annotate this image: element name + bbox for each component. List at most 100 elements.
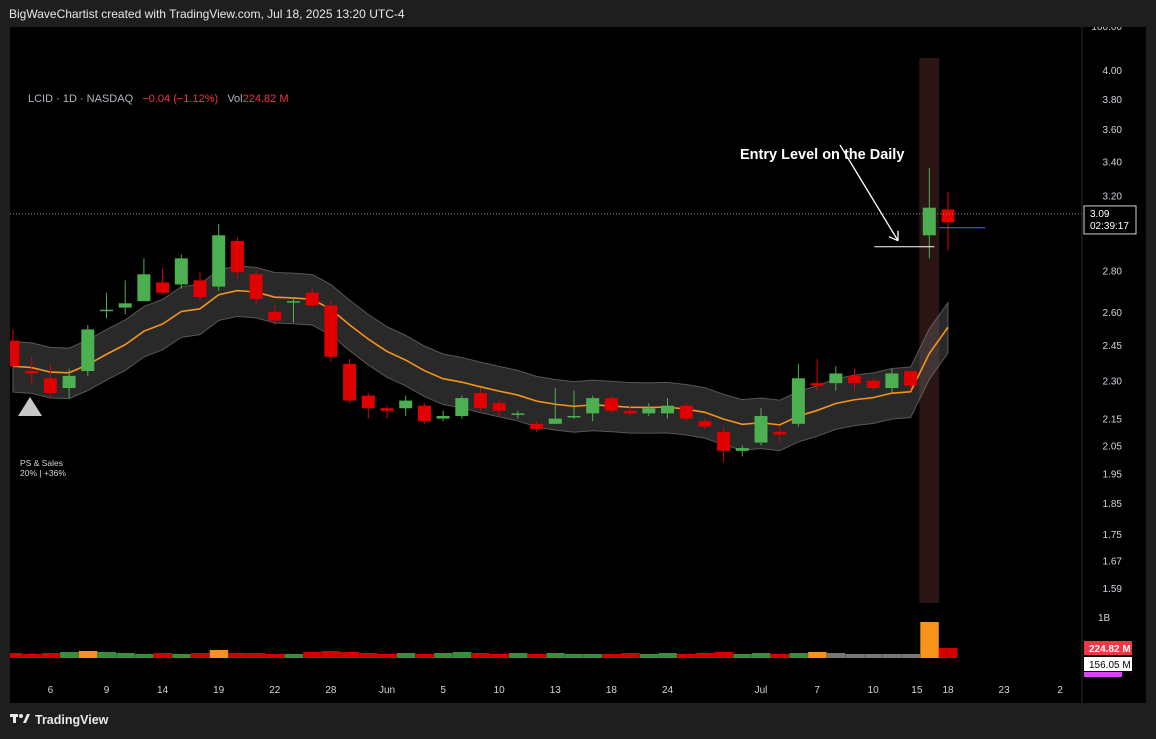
volume-bar bbox=[434, 653, 453, 658]
volume-last-value: 224.82 M bbox=[1089, 644, 1131, 655]
candle bbox=[735, 448, 749, 451]
candle bbox=[773, 431, 787, 435]
chart-frame: 100.00 4.00 3.80 3.60 3.40 3.20 2.80 2.60 2.45 2.… bbox=[10, 27, 1146, 703]
price-tick-label: 1.67 bbox=[1103, 556, 1123, 567]
candle bbox=[511, 413, 525, 415]
candle bbox=[586, 398, 600, 414]
candle bbox=[474, 393, 487, 409]
date-tick-label: 15 bbox=[911, 685, 923, 696]
candle bbox=[530, 423, 544, 430]
candle bbox=[885, 373, 899, 389]
candle bbox=[174, 258, 188, 285]
candle bbox=[137, 274, 151, 302]
candle bbox=[661, 405, 674, 414]
volume-bar bbox=[826, 653, 846, 658]
price-tick-label: 2.80 bbox=[1103, 266, 1123, 277]
ma-band bbox=[12, 265, 949, 452]
volume-bar bbox=[658, 653, 677, 658]
candle bbox=[455, 398, 469, 416]
annotation-arrow-head bbox=[888, 230, 899, 242]
symbol-info[interactable]: LCID · 1D · NASDAQ bbox=[28, 93, 134, 105]
candle bbox=[399, 400, 413, 409]
volume-bar bbox=[864, 654, 883, 658]
symbol-legend[interactable]: LCID · 1D · NASDAQ −0.04 (−1.12%) Vol224… bbox=[28, 93, 289, 105]
volume-last-tag bbox=[1084, 641, 1132, 655]
candle bbox=[268, 311, 282, 321]
date-tick-label: Jul bbox=[755, 685, 768, 696]
candlestick-chart[interactable]: 100.00 4.00 3.80 3.60 3.40 3.20 2.80 2.60 2.45 2.… bbox=[10, 27, 1146, 703]
candle bbox=[417, 405, 431, 422]
volume-bar bbox=[770, 654, 790, 658]
candle bbox=[10, 340, 20, 367]
candle bbox=[380, 408, 394, 411]
volume-bar bbox=[153, 653, 173, 658]
candle bbox=[548, 418, 562, 424]
volume-bar bbox=[621, 653, 640, 658]
volume-bar bbox=[22, 654, 42, 658]
volume-bar bbox=[789, 653, 808, 658]
date-tick-label: 22 bbox=[269, 685, 281, 696]
date-tick-label: 5 bbox=[440, 685, 446, 696]
date-tick-label: 28 bbox=[325, 685, 337, 696]
candle bbox=[25, 371, 39, 374]
date-tick-label: 13 bbox=[550, 685, 562, 696]
candle bbox=[604, 398, 618, 411]
candle bbox=[324, 305, 338, 357]
date-tick-label: 19 bbox=[213, 685, 225, 696]
candle bbox=[156, 282, 170, 293]
volume-bar bbox=[565, 654, 584, 658]
price-tick-label: 2.45 bbox=[1103, 341, 1123, 352]
entry-level-annotation[interactable]: Entry Level on the Daily bbox=[740, 147, 905, 163]
date-tick-label: 24 bbox=[662, 685, 674, 696]
volume-bar bbox=[359, 653, 378, 658]
price-tick-label: 3.80 bbox=[1103, 95, 1123, 106]
candle bbox=[810, 383, 824, 386]
candle bbox=[642, 408, 656, 414]
volume-bar bbox=[284, 654, 303, 658]
candle bbox=[679, 405, 693, 419]
volume-ma-tag bbox=[1084, 657, 1132, 671]
volume-bar bbox=[116, 653, 135, 658]
candle bbox=[904, 371, 918, 386]
candle bbox=[791, 378, 805, 424]
candle bbox=[212, 235, 226, 287]
volume-bar bbox=[752, 653, 771, 658]
price-tick-label: 3.40 bbox=[1103, 157, 1123, 168]
volume-bar bbox=[303, 652, 322, 658]
date-tick-label: 6 bbox=[48, 685, 54, 696]
candle bbox=[62, 375, 76, 389]
price-tick-label: 1.75 bbox=[1103, 530, 1123, 541]
volume-bar bbox=[733, 654, 752, 658]
volume-bar bbox=[10, 653, 23, 658]
volume-bar bbox=[471, 653, 490, 658]
volume-bar bbox=[546, 653, 565, 658]
tradingview-logo-icon bbox=[10, 712, 30, 727]
price-tick-label: 1.85 bbox=[1103, 499, 1123, 510]
candle bbox=[754, 415, 768, 443]
annotation-arrow-line bbox=[839, 144, 899, 242]
candle bbox=[249, 274, 263, 300]
volume-bar bbox=[228, 653, 247, 658]
volume-bar bbox=[378, 654, 397, 658]
price-tick-label: 100.00 bbox=[1091, 27, 1122, 33]
annotation-mask bbox=[942, 117, 962, 139]
candle bbox=[436, 415, 450, 419]
volume-bar bbox=[508, 653, 528, 658]
candle bbox=[829, 373, 843, 384]
candle bbox=[230, 240, 244, 273]
volume-bar bbox=[247, 653, 266, 658]
volume-bar bbox=[172, 654, 191, 658]
price-tick-label: 1.59 bbox=[1103, 584, 1123, 595]
date-tick-label: 14 bbox=[157, 685, 169, 696]
earnings-triangle-icon bbox=[18, 397, 42, 416]
earnings-label: PS & Sales 20% | +36% bbox=[20, 458, 66, 478]
volume-bar bbox=[602, 654, 621, 658]
earnings-highlight-band bbox=[919, 58, 940, 603]
volume-label: Vol bbox=[227, 93, 243, 105]
volume-ma-value: 156.05 M bbox=[1089, 660, 1131, 671]
last-price-tag bbox=[1083, 205, 1137, 235]
chart-attribution: BigWaveChartist created with TradingView… bbox=[9, 7, 405, 21]
candle bbox=[848, 375, 861, 384]
candle bbox=[717, 431, 731, 451]
price-tick-label: 3.20 bbox=[1103, 191, 1123, 202]
